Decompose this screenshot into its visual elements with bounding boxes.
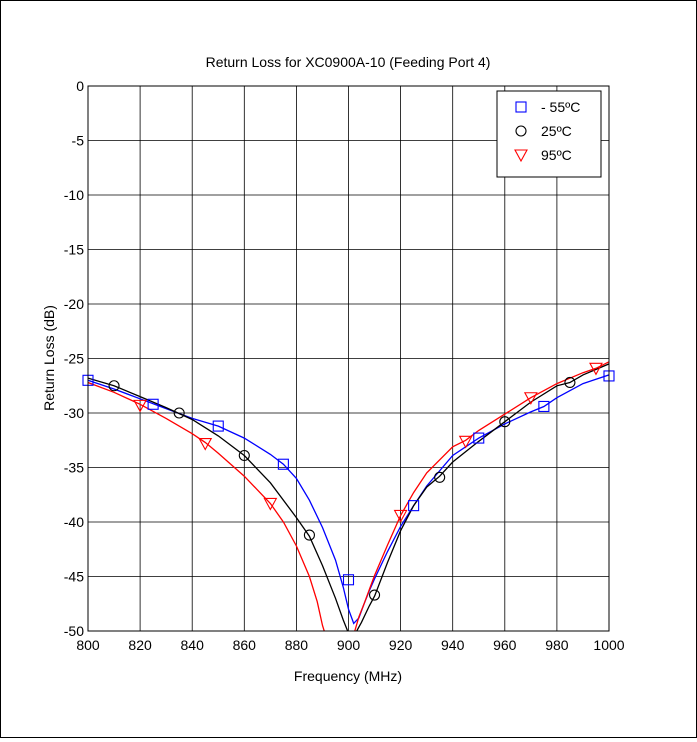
marker-square [342,574,355,586]
y-tick-label: -25 [64,351,84,367]
marker-circle [303,529,315,541]
legend-box [496,90,602,178]
y-tick-label: -20 [64,296,84,312]
marker-circle [368,589,381,601]
marker-square [538,400,550,413]
x-tick-label: 1000 [593,637,624,653]
chart-title: Return Loss for XC0900A-10 (Feeding Port… [206,54,491,70]
legend-label: 95ºC [541,147,572,163]
x-tick-label: 800 [76,637,100,653]
marker-circle [499,416,511,428]
y-axis-label: Return Loss (dB) [41,305,57,411]
legend-label: - 55ºC [541,99,580,115]
x-tick-label: 880 [285,637,309,653]
x-tick-label: 900 [337,637,361,653]
y-axis: 0 -5 -10 -15 -20 -25 -30 -35 -40 -45 -50 [64,78,84,639]
marker-square [408,500,420,512]
marker-triangle-down [514,149,528,163]
marker-triangle-down [133,399,148,413]
marker-square [473,432,485,444]
x-axis-label: Frequency (MHz) [294,668,402,684]
series-line [88,374,609,625]
y-tick-label: -35 [64,460,84,476]
plot-area-border [87,85,610,632]
x-tick-label: 820 [128,637,152,653]
marker-square [147,398,159,410]
marker-triangle-down [393,509,408,523]
marker-triangle-down [198,437,213,451]
marker-square [515,101,527,113]
x-axis: 800 820 840 860 880 900 920 940 960 980 1000 [76,637,624,653]
x-tick-label: 840 [181,637,205,653]
series-line [88,361,609,631]
marker-triangle-down [263,497,278,511]
y-tick-label: -5 [72,133,85,149]
marker-circle [564,376,576,389]
legend-label: 25ºC [541,123,572,139]
y-tick-label: -15 [64,242,84,258]
marker-circle [515,125,527,137]
y-tick-label: -10 [64,187,84,203]
series-markers [82,362,615,601]
x-tick-label: 980 [545,637,569,653]
x-tick-label: 860 [233,637,257,653]
x-tick-label: 940 [441,637,465,653]
x-tick-label: 920 [389,637,413,653]
marker-square [277,458,289,470]
marker-triangle-down [589,362,603,376]
series-lines [88,361,609,631]
series-line [88,363,609,631]
marker-circle [108,380,120,392]
legend: - 55ºC 25ºC 95ºC [496,90,602,178]
y-tick-label: -45 [64,569,84,585]
y-tick-label: 0 [76,78,84,94]
marker-circle [238,449,250,462]
marker-triangle-down [458,435,473,449]
marker-circle [173,407,185,419]
marker-circle [434,471,446,483]
y-tick-label: -50 [64,623,84,639]
y-tick-label: -30 [64,405,84,421]
marker-triangle-down [523,392,538,405]
y-tick-label: -40 [64,514,84,530]
marker-square [212,420,224,432]
x-tick-label: 960 [493,637,517,653]
